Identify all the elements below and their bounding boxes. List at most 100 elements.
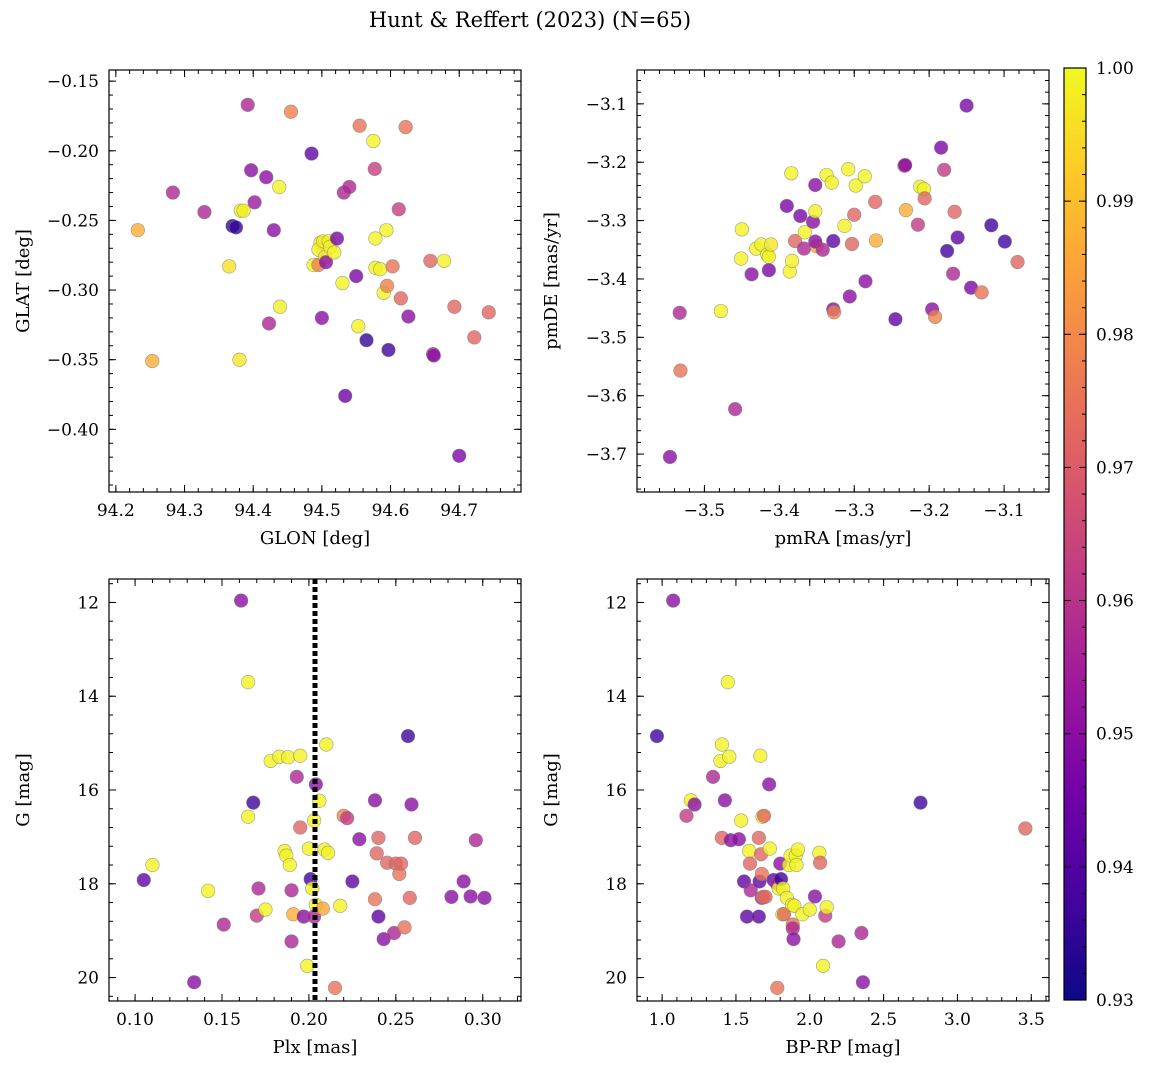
data-point — [367, 161, 382, 176]
data-point — [917, 191, 932, 206]
data-point — [842, 289, 857, 304]
data-point — [335, 275, 350, 291]
scatter-points — [130, 97, 496, 463]
data-point — [136, 872, 151, 888]
data-point — [762, 841, 778, 856]
data-point — [761, 263, 776, 278]
data-point — [888, 312, 903, 327]
scatter-points — [649, 593, 1033, 995]
data-point — [359, 333, 374, 348]
y-tick-label: 14 — [605, 687, 627, 707]
x-tick-label: 94.3 — [166, 501, 204, 521]
data-point — [283, 104, 299, 119]
data-point — [756, 808, 772, 823]
colorbar-tick-label: 0.96 — [1096, 592, 1134, 612]
data-point — [666, 593, 681, 608]
x-tick-label: −3.2 — [909, 501, 950, 521]
data-point — [340, 811, 355, 826]
data-point — [338, 388, 353, 404]
data-point — [444, 889, 459, 905]
data-point — [1010, 254, 1025, 270]
data-point — [400, 728, 416, 744]
data-point — [240, 675, 256, 690]
data-point — [868, 233, 884, 248]
data-point — [758, 889, 773, 905]
y-tick-label: 18 — [77, 875, 99, 895]
data-point — [352, 118, 367, 133]
x-tick-label: −3.4 — [759, 501, 800, 521]
data-point — [329, 231, 345, 246]
data-point — [776, 907, 792, 922]
y-tick-label: 20 — [605, 969, 627, 989]
data-point — [463, 889, 478, 904]
data-point — [813, 855, 828, 870]
y-tick-label: 14 — [77, 687, 99, 707]
data-point — [742, 843, 757, 859]
colorbar-tick-label: 0.93 — [1096, 991, 1134, 1011]
data-point — [802, 902, 817, 917]
x-axis-label: pmRA [mas/yr] — [775, 528, 912, 549]
data-point — [819, 900, 834, 915]
x-axis-label: GLON [deg] — [260, 528, 370, 549]
x-tick-label: 3.5 — [1018, 1010, 1045, 1030]
data-point — [351, 319, 366, 334]
y-axis-label: pmDE [mas/yr] — [541, 212, 562, 350]
data-point — [293, 820, 308, 835]
data-point — [779, 198, 794, 214]
data-point — [404, 797, 419, 812]
data-point — [784, 253, 800, 268]
colorbar-tick-label: 1.00 — [1096, 59, 1134, 79]
data-point — [371, 830, 386, 845]
y-tick-label: −0.20 — [47, 142, 99, 162]
data-point — [841, 162, 856, 177]
x-tick-label: 0.20 — [290, 1010, 328, 1030]
figure-title: Hunt & Reffert (2023) (N=65) — [369, 8, 691, 32]
data-point — [393, 291, 408, 306]
data-point — [391, 202, 406, 217]
x-tick-label: 0.15 — [203, 1010, 241, 1030]
data-point — [714, 737, 730, 752]
data-point — [910, 217, 926, 232]
data-point — [246, 795, 261, 810]
data-point — [937, 162, 952, 177]
data-point — [261, 316, 277, 331]
panel-glon-glat: 94.2 94.3 94.4 94.5 94.6 94.7 −0.40 −0.35 −0.30 −… — [13, 69, 522, 549]
data-point — [130, 223, 145, 238]
panel-plx-g: 0.10 0.15 0.20 0.25 0.30 12 14 16 18 20 Plx [mas] G… — [13, 578, 522, 1058]
data-point — [280, 750, 296, 765]
data-point — [997, 234, 1012, 249]
axes-frame — [636, 69, 1050, 493]
data-point — [672, 305, 687, 320]
data-point — [974, 285, 989, 300]
data-point — [315, 901, 330, 916]
data-point — [145, 857, 160, 873]
data-point — [477, 890, 492, 905]
data-point — [731, 832, 746, 847]
data-point — [913, 795, 928, 810]
data-point — [216, 917, 231, 932]
data-point — [898, 202, 914, 218]
data-point — [784, 166, 799, 181]
data-point — [848, 178, 863, 193]
y-tick-label: 12 — [77, 593, 99, 613]
data-point — [197, 204, 212, 220]
data-point — [369, 846, 384, 861]
y-axis-label: G [mag] — [13, 753, 34, 826]
data-point — [228, 220, 244, 235]
data-point — [734, 251, 749, 266]
data-point — [1018, 821, 1033, 836]
data-point — [426, 348, 441, 363]
y-tick-label: −3.7 — [586, 445, 627, 465]
data-point — [272, 179, 287, 195]
data-point — [366, 133, 381, 149]
data-point — [761, 249, 776, 264]
data-point — [320, 845, 336, 860]
data-point — [854, 925, 869, 941]
data-point — [790, 842, 806, 857]
data-point — [222, 259, 237, 274]
x-tick-label: 0.10 — [116, 1010, 154, 1030]
y-tick-label: 16 — [605, 781, 627, 801]
data-point — [240, 809, 256, 824]
data-point — [928, 309, 943, 324]
data-point — [467, 330, 482, 345]
